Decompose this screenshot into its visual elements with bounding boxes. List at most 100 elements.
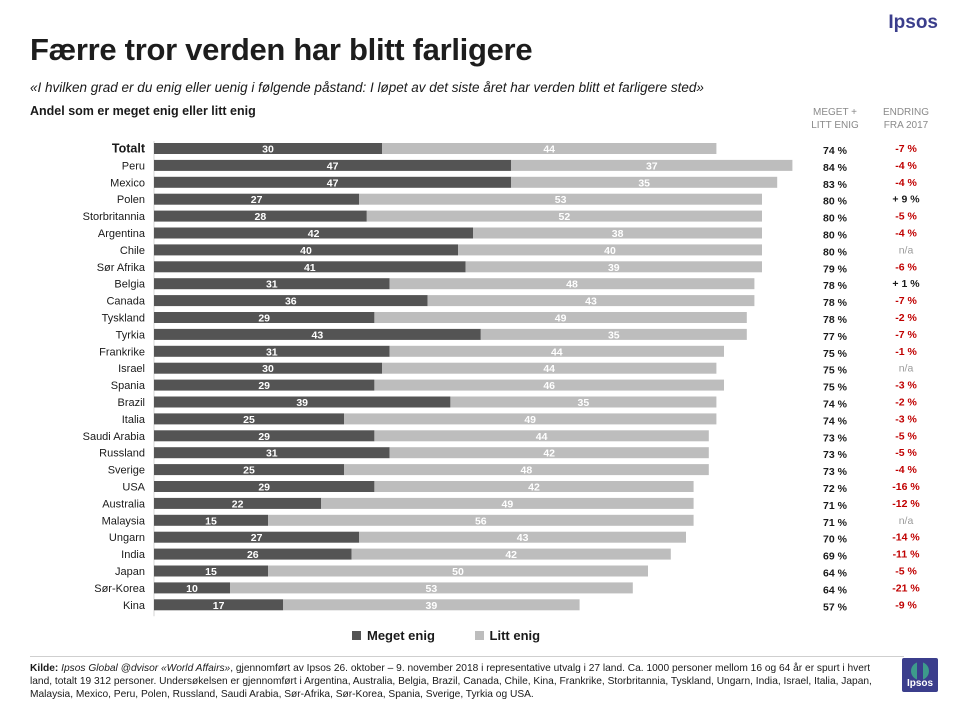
data-label-litt-enig: 35 [578, 397, 590, 409]
category-label: Australia [102, 498, 146, 510]
category-label: Sør-Korea [94, 583, 146, 595]
data-label-meget-enig: 29 [258, 482, 270, 494]
change-value: n/a [899, 244, 914, 256]
data-label-meget-enig: 25 [243, 414, 255, 426]
category-label: Canada [106, 296, 145, 308]
bar-meget-enig [154, 362, 382, 374]
total-value: 69 % [823, 551, 848, 563]
category-label: Mexico [110, 177, 145, 189]
change-value: -7 % [895, 295, 917, 307]
bar-meget-enig [154, 582, 230, 594]
data-label-litt-enig: 35 [638, 177, 650, 189]
change-value: -3 % [895, 413, 917, 425]
change-value: + 9 % [892, 194, 920, 206]
change-value: -7 % [895, 143, 917, 155]
category-label: India [121, 549, 146, 561]
brand-wordmark: Ipsos [888, 12, 938, 33]
category-label: Tyskland [102, 313, 145, 325]
legend-label-litt-enig: Litt enig [489, 628, 541, 643]
change-value: -1 % [895, 346, 917, 358]
data-label-meget-enig: 40 [300, 245, 312, 257]
legend-item-litt-enig: Litt enig [474, 628, 541, 643]
change-value: -2 % [895, 397, 917, 409]
change-value: -11 % [893, 549, 921, 561]
bar-litt-enig [268, 514, 694, 526]
bar-litt-enig [382, 143, 717, 154]
category-label: Argentina [98, 228, 146, 240]
total-column-header-line2: LITT ENIG [811, 120, 859, 131]
change-value: -21 % [892, 582, 920, 594]
change-column-header-line1: ENDRING [882, 107, 930, 118]
category-label: Italia [122, 414, 146, 426]
bar-meget-enig [154, 295, 428, 307]
data-label-litt-enig: 53 [426, 583, 438, 595]
bar-litt-enig [366, 210, 762, 222]
bar-meget-enig [154, 328, 481, 340]
change-value: -4 % [895, 228, 917, 240]
total-value: 80 % [823, 230, 848, 242]
total-value: 75 % [823, 365, 848, 377]
data-label-meget-enig: 27 [251, 194, 263, 206]
bar-litt-enig [351, 548, 671, 560]
data-label-meget-enig: 39 [296, 397, 308, 409]
change-value: -14 % [892, 532, 920, 544]
change-value: n/a [899, 363, 914, 375]
total-value: 75 % [823, 348, 848, 360]
total-value: 74 % [823, 399, 848, 411]
category-label: Saudi Arabia [83, 431, 146, 443]
change-value: -3 % [895, 380, 917, 392]
total-value: 75 % [823, 382, 848, 394]
legend-item-meget-enig: Meget enig [352, 628, 435, 643]
change-column-header-line2: FRA 2017 [883, 120, 929, 131]
total-column-header: MEGET + LITT ENIG [800, 106, 870, 132]
data-label-meget-enig: 26 [247, 549, 259, 561]
bar-meget-enig [154, 430, 375, 442]
bar-litt-enig [344, 464, 709, 476]
total-value: 80 % [823, 213, 848, 225]
change-value: -5 % [895, 211, 917, 223]
bar-litt-enig [427, 295, 755, 307]
data-label-litt-enig: 50 [452, 566, 464, 578]
source-label: Kilde: [30, 663, 59, 674]
data-label-litt-enig: 49 [502, 498, 514, 510]
bar-litt-enig [480, 328, 747, 340]
bar-litt-enig [389, 447, 709, 459]
data-label-litt-enig: 37 [646, 160, 658, 172]
change-value: -4 % [895, 160, 917, 172]
bar-meget-enig [154, 565, 268, 577]
logo-text: Ipsos [906, 678, 934, 689]
category-label: Ungarn [109, 532, 145, 544]
category-label: Polen [117, 194, 145, 206]
bar-litt-enig [344, 413, 717, 425]
change-value: -5 % [895, 566, 917, 578]
total-value: 79 % [823, 263, 848, 275]
data-label-meget-enig: 17 [213, 600, 225, 612]
bar-meget-enig [154, 278, 390, 290]
bar-litt-enig [458, 244, 762, 256]
category-label: Israel [118, 363, 145, 375]
category-label: Totalt [112, 142, 146, 156]
change-value: -4 % [895, 177, 917, 189]
data-label-meget-enig: 30 [262, 144, 274, 156]
bar-litt-enig [374, 379, 724, 391]
total-value: 72 % [823, 483, 848, 495]
bar-meget-enig [154, 176, 512, 188]
change-value: -5 % [895, 447, 917, 459]
bar-litt-enig [511, 159, 793, 171]
category-label: Brazil [117, 397, 145, 409]
bar-meget-enig [154, 159, 512, 171]
data-label-meget-enig: 27 [251, 532, 263, 544]
total-value: 64 % [823, 568, 848, 580]
data-label-litt-enig: 35 [608, 329, 620, 341]
change-value: -2 % [895, 312, 917, 324]
data-label-litt-enig: 43 [585, 296, 597, 308]
bar-litt-enig [321, 497, 694, 509]
source-note: Kilde: Ipsos Global @dvisor «World Affai… [30, 662, 892, 701]
category-label: Spania [111, 380, 146, 392]
data-label-litt-enig: 40 [604, 245, 616, 257]
bar-litt-enig [389, 345, 724, 357]
total-value: 70 % [823, 534, 848, 546]
data-label-litt-enig: 44 [551, 346, 563, 358]
total-value: 71 % [823, 517, 848, 529]
